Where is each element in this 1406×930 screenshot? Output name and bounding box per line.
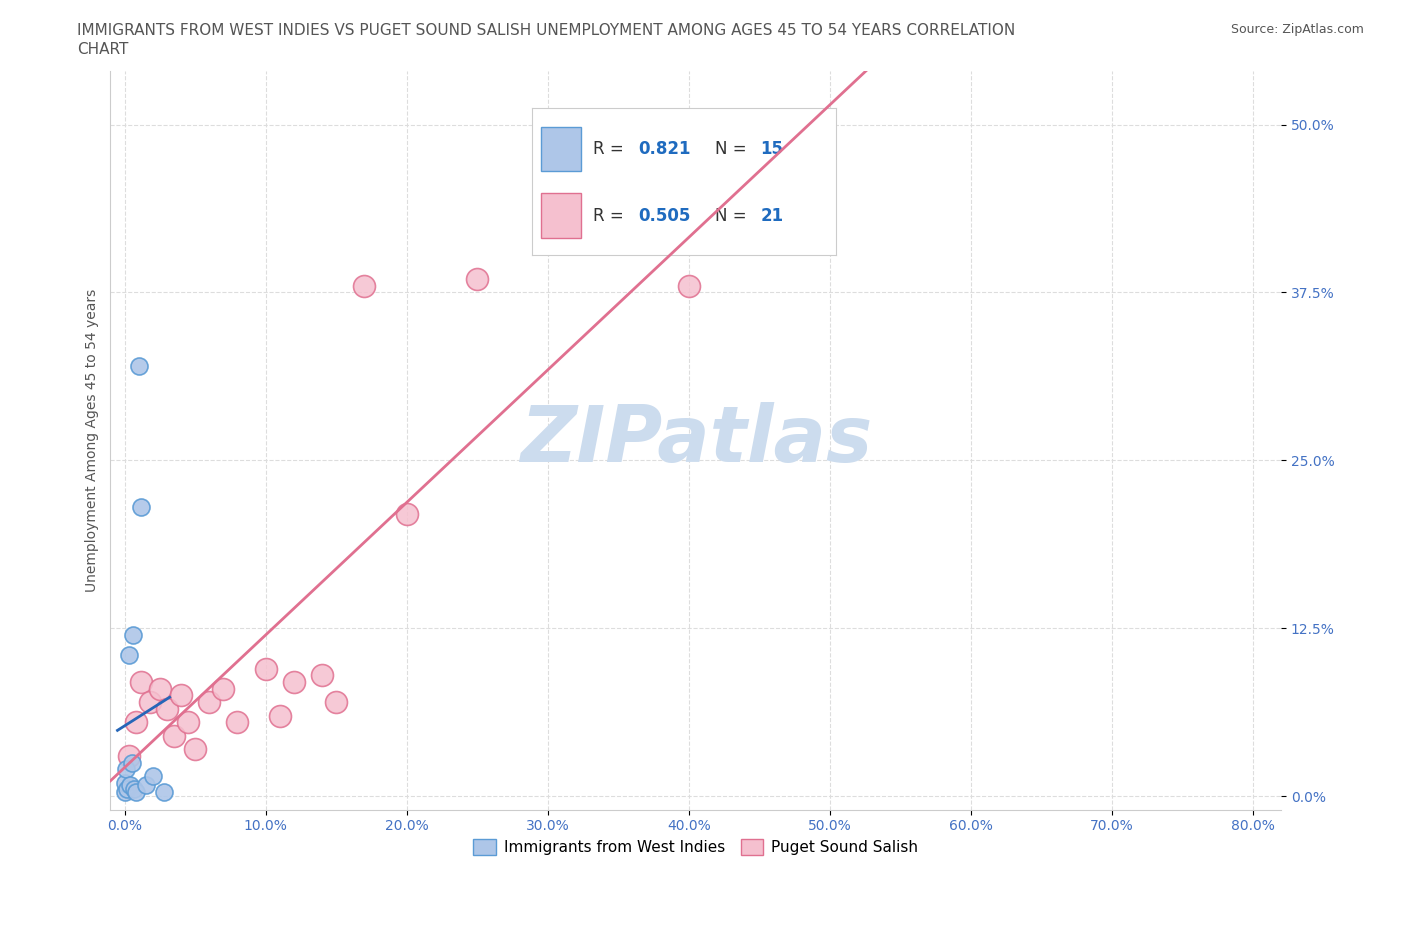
Point — [311, 668, 333, 683]
Point — [124, 782, 146, 797]
Point — [395, 507, 418, 522]
Y-axis label: Unemployment Among Ages 45 to 54 years: Unemployment Among Ages 45 to 54 years — [86, 288, 100, 591]
Text: ZIPatlas: ZIPatlas — [520, 402, 872, 478]
Point — [465, 272, 488, 286]
Point — [226, 715, 249, 730]
Point — [122, 628, 145, 643]
Legend: Immigrants from West Indies, Puget Sound Salish: Immigrants from West Indies, Puget Sound… — [467, 832, 924, 861]
Point — [117, 782, 139, 797]
Text: Source: ZipAtlas.com: Source: ZipAtlas.com — [1230, 23, 1364, 36]
Point — [184, 741, 207, 756]
Point — [177, 715, 200, 730]
Point — [125, 715, 148, 730]
Point — [120, 777, 142, 792]
Point — [125, 785, 148, 800]
Point — [156, 701, 179, 716]
Text: IMMIGRANTS FROM WEST INDIES VS PUGET SOUND SALISH UNEMPLOYMENT AMONG AGES 45 TO : IMMIGRANTS FROM WEST INDIES VS PUGET SOU… — [77, 23, 1015, 38]
Point — [135, 777, 157, 792]
Point — [678, 278, 700, 293]
Point — [212, 681, 235, 696]
Point — [114, 785, 136, 800]
Point — [325, 695, 347, 710]
Point — [131, 674, 153, 689]
Point — [114, 776, 136, 790]
Point — [163, 728, 186, 743]
Point — [121, 755, 143, 770]
Point — [115, 762, 138, 777]
Point — [131, 500, 153, 515]
Text: CHART: CHART — [77, 42, 129, 57]
Point — [153, 785, 176, 800]
Point — [254, 661, 277, 676]
Point — [283, 674, 305, 689]
Point — [128, 359, 150, 374]
Point — [269, 708, 291, 723]
Point — [353, 278, 375, 293]
Point — [170, 688, 193, 703]
Point — [198, 695, 221, 710]
Point — [149, 681, 172, 696]
Point — [142, 768, 165, 783]
Point — [118, 647, 141, 662]
Point — [118, 749, 141, 764]
Point — [139, 695, 162, 710]
